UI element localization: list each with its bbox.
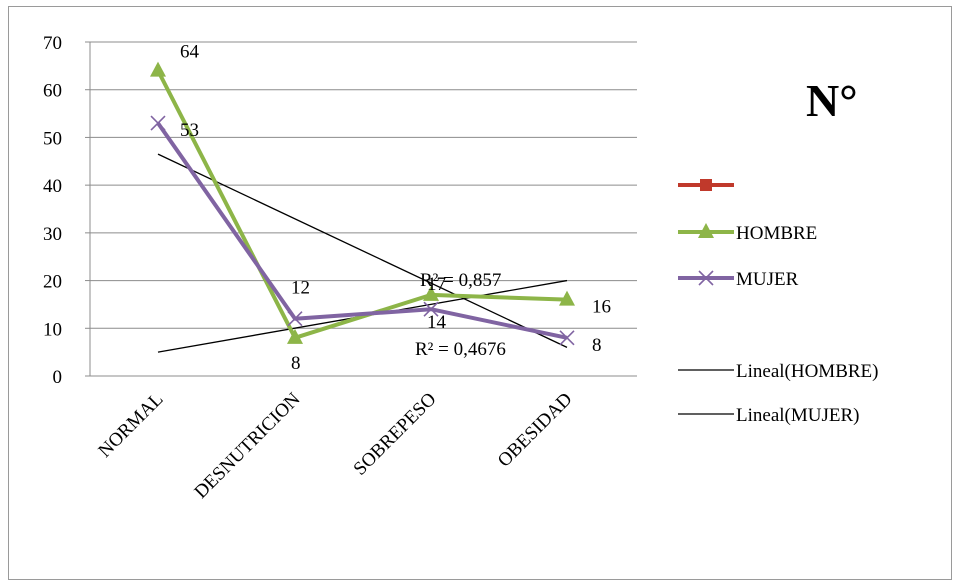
marker-mujer-sobrepeso	[423, 301, 439, 317]
x-category-label-desnutricion: DESNUTRICION	[190, 388, 304, 502]
data-label-hombre-sobrepeso: 17	[427, 274, 446, 295]
data-label-mujer-obesidad: 8	[592, 335, 602, 356]
marker-hombre-desnutricion	[287, 328, 303, 344]
legend-label-trendline-1: Lineal(MUJER)	[736, 405, 859, 426]
marker-mujer-desnutricion-b	[287, 311, 303, 327]
legend-marker-1	[698, 223, 714, 238]
marker-mujer-obesidad-b	[559, 330, 575, 346]
series-line-hombre	[156, 69, 568, 340]
marker-hombre-normal	[150, 61, 166, 77]
y-tick-label-60: 60	[43, 81, 62, 102]
marker-hombre-obesidad	[559, 290, 575, 306]
marker-mujer-obesidad	[559, 330, 575, 346]
y-tick-label-20: 20	[43, 272, 62, 293]
y-tick-label-50: 50	[43, 128, 62, 149]
y-tick-label-70: 70	[43, 33, 62, 54]
data-label-mujer-desnutricion: 12	[291, 278, 310, 299]
x-category-label-normal: NORMAL	[94, 389, 167, 462]
y-tick-label-30: 30	[43, 224, 62, 245]
trendline-0	[157, 153, 568, 348]
marker-hombre-sobrepeso	[423, 285, 439, 301]
y-tick-label-10: 10	[43, 319, 62, 340]
data-label-hombre-normal: 64	[180, 42, 200, 63]
x-category-label-sobrepeso: SOBREPESO	[350, 389, 441, 480]
legend-label-trendline-0: Lineal(HOMBRE)	[736, 361, 878, 382]
legend-marker-2-b	[698, 270, 714, 286]
data-label-mujer-sobrepeso: 14	[427, 312, 447, 333]
data-label-hombre-obesidad: 16	[592, 297, 611, 318]
legend-label-mujer: MUJER	[736, 269, 799, 290]
markers	[150, 61, 575, 346]
marker-mujer-sobrepeso-b	[423, 301, 439, 317]
series-lines	[156, 69, 568, 340]
chart-title: N°	[806, 75, 858, 126]
y-tick-label-0: 0	[53, 367, 63, 388]
chart-frame	[8, 6, 952, 580]
data-labels: R² = 0,857 R² = 0,4676 64 8 17 16 53 12 14 8	[180, 42, 611, 374]
legend-label-hombre: HOMBRE	[736, 223, 817, 244]
series-line-mujer	[156, 121, 568, 340]
marker-mujer-normal-b	[150, 115, 166, 131]
axes: 0 10 20 30 40 50 60 70 NORMAL DESNUTRICION SOBREPE…	[43, 33, 637, 503]
trendline-r2-label-hombre: R² = 0,857	[420, 270, 501, 291]
trendlines	[157, 153, 568, 353]
data-label-mujer-normal: 53	[180, 120, 199, 141]
data-label-hombre-desnutricion: 8	[291, 353, 301, 374]
legend-marker-2	[698, 270, 714, 286]
grid-lines	[90, 41, 637, 377]
trendline-r2-label-mujer: R² = 0,4676	[415, 339, 506, 360]
x-category-label-obesidad: OBESIDAD	[494, 389, 577, 472]
legend-marker-0	[700, 179, 712, 191]
marker-mujer-normal	[150, 115, 166, 131]
legend: HOMBRE MUJER Lineal(HOMBRE) Lineal(MUJER)	[678, 179, 878, 426]
marker-mujer-desnutricion	[287, 311, 303, 327]
y-tick-label-40: 40	[43, 176, 62, 197]
